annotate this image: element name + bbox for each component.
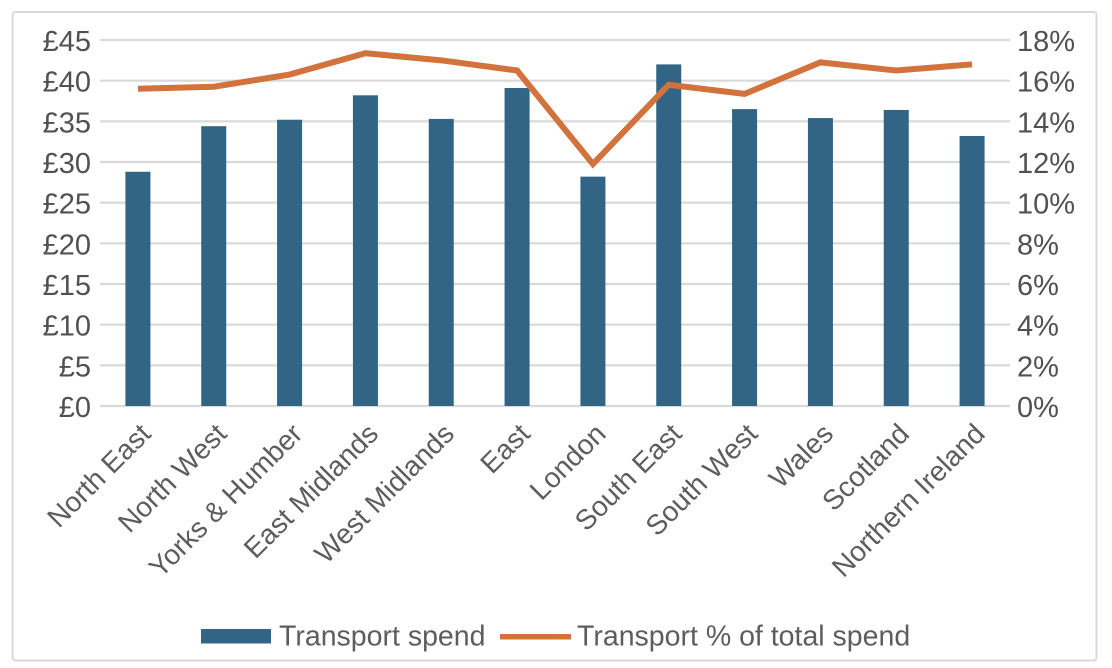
svg-text:£40: £40 <box>43 67 91 99</box>
svg-text:£35: £35 <box>43 107 91 139</box>
svg-text:£20: £20 <box>43 229 91 261</box>
svg-text:£5: £5 <box>59 351 91 383</box>
svg-text:18%: 18% <box>1017 26 1075 58</box>
svg-text:Transport spend: Transport spend <box>279 621 485 653</box>
svg-text:12%: 12% <box>1017 148 1075 180</box>
svg-text:16%: 16% <box>1017 67 1075 99</box>
svg-text:£10: £10 <box>43 311 91 343</box>
svg-text:Transport % of total spend: Transport % of total spend <box>577 621 910 653</box>
svg-text:6%: 6% <box>1017 270 1059 302</box>
svg-text:10%: 10% <box>1017 189 1075 221</box>
svg-text:£0: £0 <box>59 392 91 424</box>
svg-text:8%: 8% <box>1017 229 1059 261</box>
svg-text:0%: 0% <box>1017 392 1059 424</box>
svg-text:2%: 2% <box>1017 351 1059 383</box>
svg-text:£25: £25 <box>43 189 91 221</box>
svg-text:£15: £15 <box>43 270 91 302</box>
svg-text:14%: 14% <box>1017 107 1075 139</box>
svg-text:4%: 4% <box>1017 311 1059 343</box>
svg-text:£45: £45 <box>43 26 91 58</box>
svg-text:£30: £30 <box>43 148 91 180</box>
